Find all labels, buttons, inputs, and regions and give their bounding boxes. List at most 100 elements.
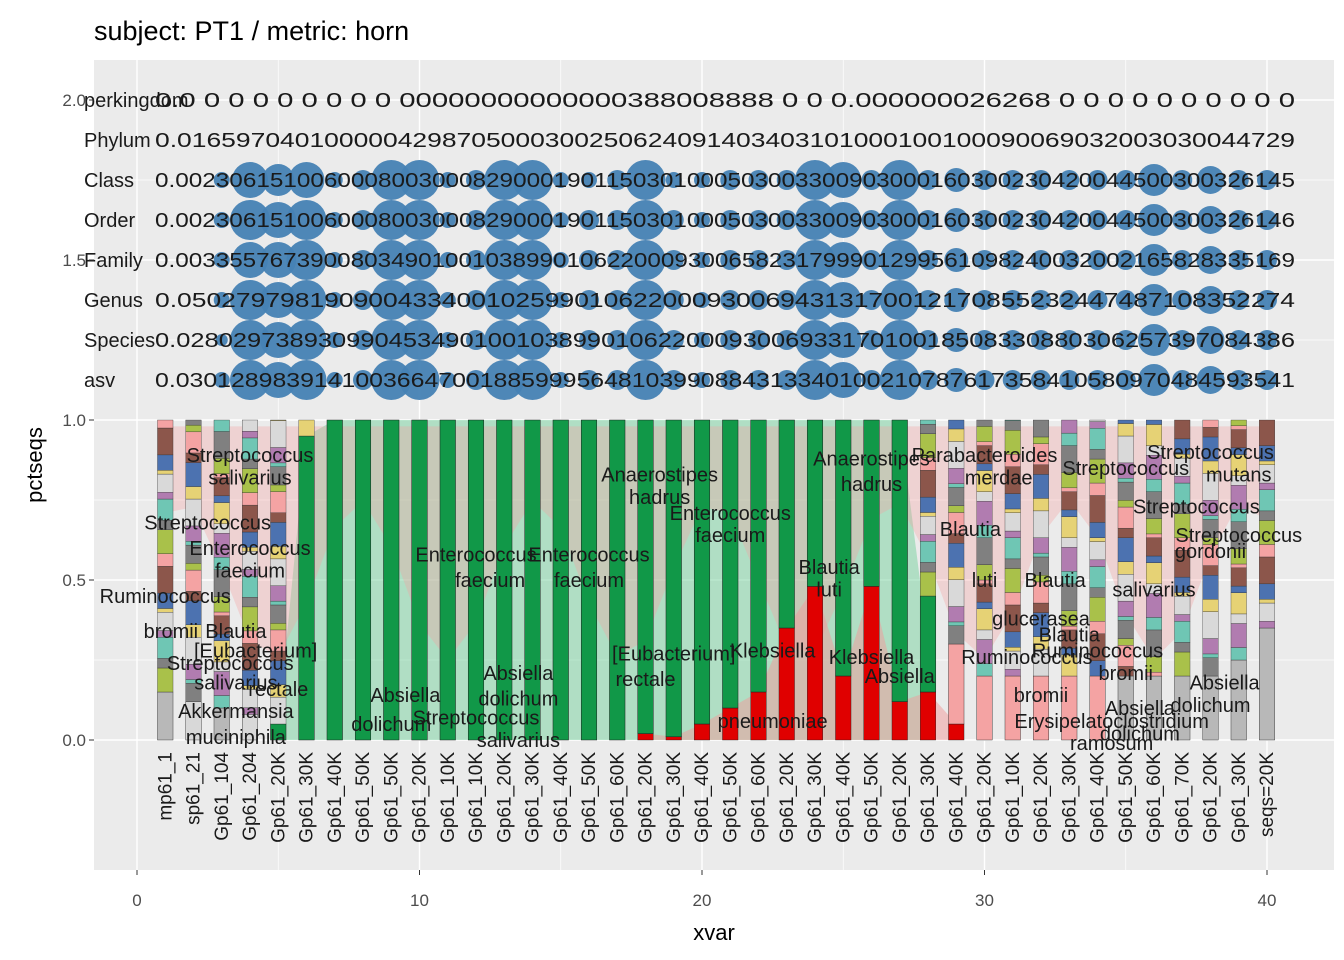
bar-segment [1089,566,1106,588]
bubble [484,200,525,240]
bubble [825,282,862,318]
bar-stack-38 [1202,419,1219,741]
bubble [579,330,599,350]
bubble [795,320,835,360]
x-category-label: Gp61_204 [240,752,261,841]
bar-segment [1089,559,1106,567]
bar-segment-dominant [835,419,852,677]
bubble [861,210,882,230]
bubble [512,360,553,400]
taxon-label: salivarius [1112,580,1195,602]
bubble [552,372,569,388]
bubble [825,202,862,238]
bubble [286,200,327,240]
rank-row-label: Species [84,330,155,352]
bar-segment-dominant [552,419,569,741]
bar-segment [1174,642,1191,653]
bubble [1115,290,1136,310]
bar-segment [1259,583,1275,600]
bar-segment [1230,419,1247,426]
x-category-label: Gp61_30K [523,752,544,843]
x-category-label: Gp61_30K [918,752,939,843]
bubble [861,250,882,270]
bubble [918,330,938,350]
bubble [918,170,938,190]
bar-segment [948,468,965,484]
taxon-label: Enterococcus [670,503,791,525]
y-tick-label: 1.0 [62,411,86,430]
bubble [776,370,797,390]
x-category-label: Gp61_30K [1229,752,1250,843]
bubble [861,170,882,190]
taxon-label: Klebsiella [730,640,816,662]
bubble [1172,370,1193,390]
rank-row-label: perkingdom [84,90,189,112]
taxon-label: Ruminococcus [961,647,1092,669]
x-axis-title: xvar [693,920,735,945]
bar-segment [976,608,993,631]
bar-segment [920,516,936,535]
taxon-label: Anaerostipes [601,464,718,486]
x-category-label: Gp61_50K [353,752,374,843]
bar-segment [920,470,936,498]
bar-segment [1089,587,1106,598]
bubble [694,292,710,308]
x-category-label: Gp61_10K [438,752,459,843]
taxon-annotations: StreptococcussalivariusStreptococcusEnte… [100,442,1302,755]
taxon-label: dolichum [478,688,558,710]
bar-segment [1117,481,1134,501]
bubble [353,290,373,310]
bar-stack-14 [524,419,541,741]
bubble [720,170,741,190]
bar-segment [1259,489,1275,512]
bubble [748,370,769,390]
bar-segment [920,534,936,542]
bubble [260,282,297,318]
bar-stack-39 [1230,419,1247,741]
bar-segment [1033,474,1049,499]
bubble [1115,210,1136,230]
bar-segment [1061,419,1078,434]
taxon-label: Streptococcus [167,653,294,675]
bar-segment [1259,602,1275,622]
bubble [720,210,741,230]
bar-segment-dominant [496,419,513,741]
bar-segment [1230,647,1247,661]
bubble [1228,370,1249,390]
bar-segment [1174,419,1191,440]
bar-segment [270,585,287,602]
bubble [1138,284,1170,316]
x-category-label: Gp61_70K [1172,752,1193,843]
bubble [1228,250,1249,270]
bubble [1138,204,1170,236]
x-category-label: Gp61_10K [466,752,487,843]
bubble [399,320,440,360]
bubble [694,212,710,228]
bubble [326,292,343,308]
bubble [720,290,741,310]
taxon-label: gordonii [1175,541,1246,563]
bar-segment [1061,537,1078,548]
bar-segment [948,579,965,607]
rank-row-label: Phylum [84,130,151,152]
x-category-label: Gp61_30K [664,752,685,843]
bubble [879,280,920,320]
bubble [399,240,440,280]
x-category-label: Gp61_20K [1201,752,1222,843]
bar-segment [270,491,287,513]
x-category-label: sp61_21 [184,752,205,825]
bar-segment [1004,508,1021,513]
bubble [974,370,995,390]
bar-segment [1117,561,1134,575]
bar-segment [1259,621,1275,629]
y-tick-label: 0.0 [62,731,86,750]
x-category-labels: mp61_1 sp61_21 Gp61_104 Gp61_204 Gp61_20K Gp6… [155,752,1278,843]
taxon-label: salivarius [208,468,291,490]
bubble [213,292,230,308]
bubble [399,280,440,320]
bar-segment [1117,506,1134,529]
taxon-label: salivarius [194,672,277,694]
bubble [230,360,270,400]
bar-segment-red [665,736,682,741]
bubble [288,162,325,198]
